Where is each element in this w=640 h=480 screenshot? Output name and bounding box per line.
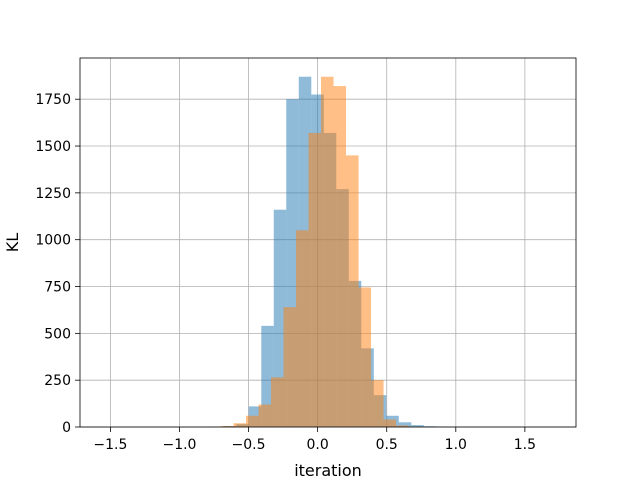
x-tick-label: 1.5 — [514, 437, 536, 453]
histogram-bar-series-1 — [273, 209, 287, 427]
histogram-bar-series-2 — [233, 423, 247, 427]
axes-frame — [79, 57, 577, 428]
histogram-bar-series-2 — [296, 230, 309, 427]
y-tick-label: 1250 — [35, 186, 71, 202]
histogram-bar-series-2 — [258, 404, 272, 427]
x-tick-label: 1.0 — [445, 437, 467, 453]
histogram-bar-series-1 — [398, 422, 412, 427]
histogram-bar-series-2 — [383, 419, 397, 427]
histogram-bar-series-2 — [308, 132, 322, 427]
histogram-bar-series-2 — [271, 377, 284, 427]
x-tick-label: 0.0 — [307, 437, 329, 453]
histogram-bar-series-1 — [261, 325, 274, 427]
y-tick-label: 0 — [62, 420, 71, 436]
axes — [75, 57, 577, 432]
y-tick-label: 1500 — [35, 139, 71, 155]
y-tick-label: 1750 — [35, 92, 71, 108]
histogram-bar-series-1 — [411, 425, 424, 427]
histogram-bar-series-2 — [246, 415, 259, 427]
tick-labels: −1.5 −1.0 −0.5 0.0 0.5 1.0 1.5 0 250 500 750 1000 12… — [35, 92, 536, 453]
bars — [208, 76, 449, 428]
histogram-bar-series-2 — [346, 155, 359, 428]
x-tick-label: 0.5 — [376, 437, 398, 453]
histogram-bar-series-2 — [321, 76, 334, 428]
histogram-bar-series-2 — [333, 86, 347, 428]
y-axis-title: KL — [3, 233, 22, 252]
y-tick-label: 500 — [44, 326, 71, 342]
x-tick-label: −1.0 — [162, 437, 196, 453]
histogram-bar-series-2 — [220, 426, 234, 427]
histogram-bar-series-2 — [283, 307, 297, 427]
x-axis-title: iteration — [294, 461, 362, 480]
y-tick-label: 250 — [44, 373, 71, 389]
y-tick-label: 1000 — [35, 233, 71, 249]
y-tick-label: 750 — [44, 280, 71, 296]
x-tick-label: −0.5 — [232, 437, 266, 453]
histogram-bar-series-2 — [396, 425, 409, 427]
histogram-bar-series-2 — [371, 380, 384, 427]
x-tick-label: −1.5 — [93, 437, 127, 453]
histogram-bar-series-2 — [358, 287, 372, 427]
